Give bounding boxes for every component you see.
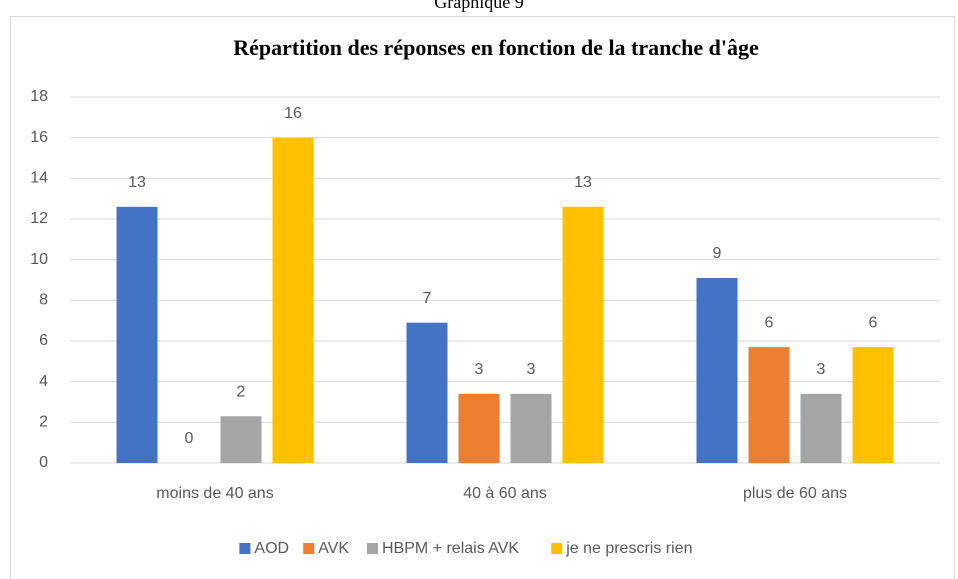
bar xyxy=(406,322,448,463)
bar xyxy=(852,347,894,463)
data-label: 3 xyxy=(475,361,484,378)
legend-label: AVK xyxy=(318,540,349,557)
chart-title: Répartition des réponses en fonction de … xyxy=(233,35,759,60)
bar xyxy=(748,347,790,463)
bar xyxy=(220,416,262,463)
data-label: 3 xyxy=(527,361,536,378)
data-label: 3 xyxy=(817,361,826,378)
y-tick-label: 16 xyxy=(30,129,48,146)
data-label: 6 xyxy=(869,314,878,331)
legend-swatch xyxy=(303,543,315,554)
x-tick-label: 40 à 60 ans xyxy=(463,485,547,502)
x-tick-label: moins de 40 ans xyxy=(156,485,273,502)
y-tick-label: 18 xyxy=(30,88,48,105)
y-tick-label: 6 xyxy=(39,332,48,349)
legend-label: AOD xyxy=(254,540,289,557)
y-tick-label: 0 xyxy=(39,454,48,471)
data-label: 16 xyxy=(284,105,302,122)
legend-label: HBPM + relais AVK xyxy=(382,540,519,557)
data-label: 0 xyxy=(185,430,194,447)
data-label: 13 xyxy=(128,174,146,191)
y-tick-label: 10 xyxy=(30,251,48,268)
y-tick-label: 8 xyxy=(39,292,48,309)
data-label: 6 xyxy=(765,314,774,331)
y-tick-label: 14 xyxy=(30,170,48,187)
legend-swatch xyxy=(551,543,563,554)
data-label: 7 xyxy=(423,290,432,307)
legend-label: je ne prescris rien xyxy=(565,540,692,557)
data-label: 13 xyxy=(574,174,592,191)
data-label: 2 xyxy=(237,383,246,400)
data-label: 9 xyxy=(713,245,722,262)
bar xyxy=(562,206,604,464)
bar xyxy=(696,277,738,463)
y-tick-label: 4 xyxy=(39,373,48,390)
legend-swatch xyxy=(367,543,378,554)
legend-swatch xyxy=(239,543,251,554)
y-tick-label: 2 xyxy=(39,414,48,431)
bar xyxy=(116,206,158,464)
x-tick-label: plus de 60 ans xyxy=(743,485,847,502)
page-title: Graphique 9 xyxy=(434,0,523,12)
bar xyxy=(510,393,552,463)
y-tick-label: 12 xyxy=(30,210,48,227)
bar xyxy=(458,393,500,463)
chart-frame xyxy=(10,16,955,579)
bar xyxy=(272,137,314,463)
bar xyxy=(800,393,842,463)
